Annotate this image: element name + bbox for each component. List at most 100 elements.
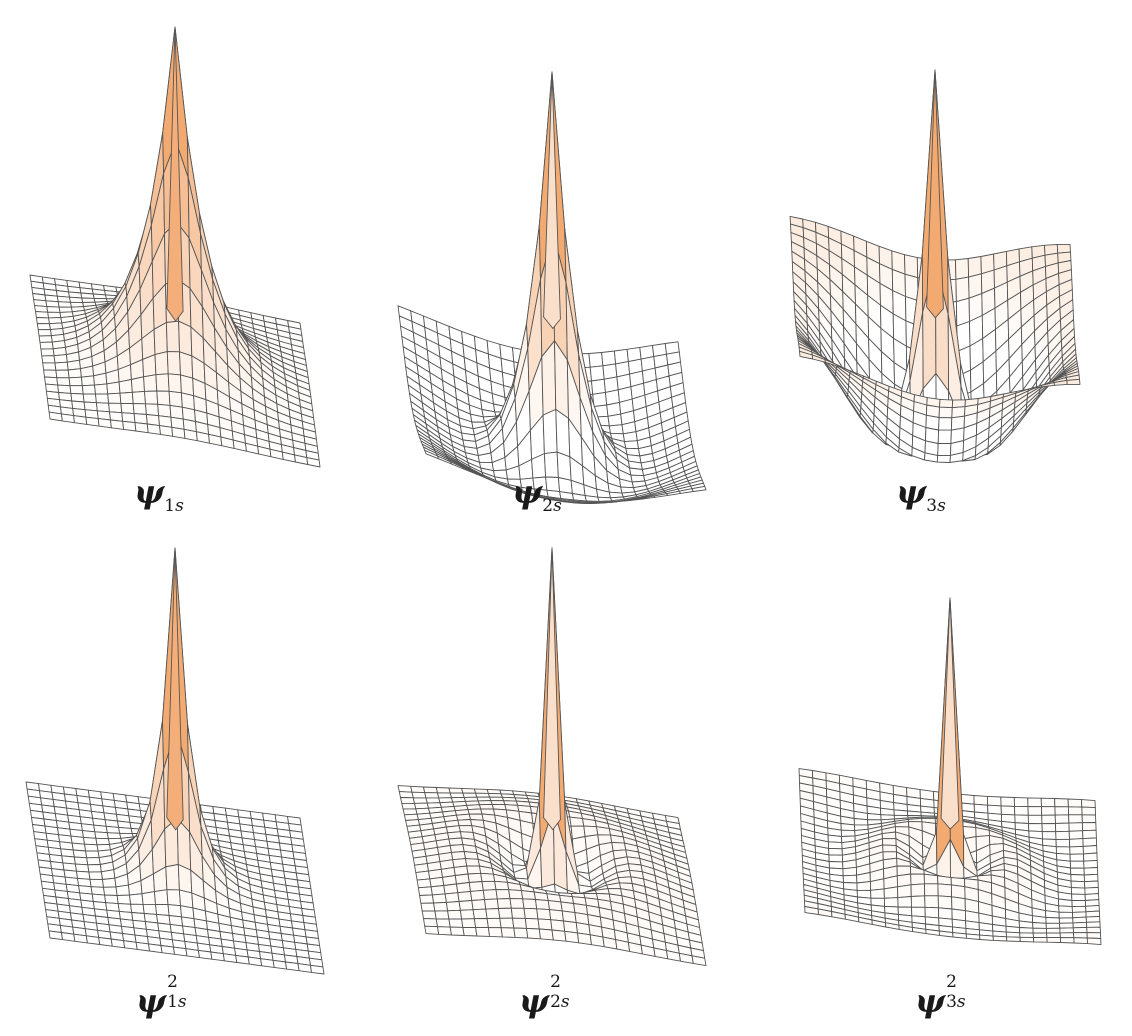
surface-cell — [495, 889, 511, 900]
surface-cell — [56, 377, 71, 387]
psi-symbol: ψ — [512, 473, 543, 511]
surface-cell — [1032, 922, 1047, 929]
surface-cell — [68, 376, 83, 387]
surface-cell — [1058, 911, 1074, 919]
surface-cell — [883, 897, 899, 908]
surface-cell — [1069, 845, 1084, 855]
surface-cell — [102, 877, 117, 888]
surface-cell — [487, 927, 503, 938]
surface-cell — [1059, 932, 1075, 939]
surface-cell — [550, 919, 566, 932]
surface-cell — [937, 895, 953, 910]
surface-cell — [448, 787, 464, 794]
surface-cell — [1019, 927, 1034, 934]
surface-cell — [222, 953, 238, 963]
surface-cell — [1082, 829, 1097, 840]
surface-cell — [80, 375, 95, 387]
surface-cell — [129, 893, 144, 905]
surface-cell — [536, 908, 552, 921]
surface-cell — [473, 788, 489, 794]
surface-cell — [260, 958, 275, 968]
surface-cell — [431, 893, 447, 904]
surface-cell — [115, 884, 130, 896]
surface-cell — [1073, 937, 1088, 945]
surface-cell — [1073, 932, 1088, 939]
surface-cell — [1046, 932, 1061, 939]
surface-cell — [1082, 837, 1098, 847]
subscript: 3s — [926, 496, 946, 516]
surface-cell — [471, 899, 487, 911]
surface-cell — [157, 403, 172, 418]
surface-cell — [458, 900, 474, 911]
surface-cell — [1058, 917, 1074, 924]
surface-cell — [462, 792, 478, 798]
surface-cell — [448, 918, 464, 928]
surface-cell — [924, 895, 939, 909]
surface-cell — [95, 837, 110, 846]
surface-cell — [48, 930, 63, 941]
surface-cell — [1081, 799, 1096, 809]
surface-cell — [82, 393, 97, 404]
surface-cell — [1019, 932, 1034, 938]
surface-cell — [1000, 796, 1015, 807]
surface-cell — [482, 889, 498, 901]
surface-cell — [457, 890, 473, 902]
surface-cell — [165, 864, 180, 891]
surface-cell — [36, 323, 51, 331]
surface-cell — [979, 934, 994, 941]
surface-cell — [1066, 378, 1081, 385]
surface-cell — [105, 825, 121, 834]
surface-cell — [178, 889, 194, 909]
surface-cell — [144, 390, 159, 405]
surface-cell — [145, 403, 160, 417]
surface-cell — [86, 857, 101, 866]
surface-cell — [542, 408, 558, 455]
surface-psi-2s-sq — [397, 547, 707, 967]
surface-cell — [951, 399, 966, 409]
surface-cell — [1059, 937, 1075, 944]
surface-cell — [521, 890, 536, 900]
surface-cell — [911, 906, 926, 918]
surface-cell — [424, 792, 440, 799]
surface-cell — [419, 894, 435, 904]
surface-cell — [910, 895, 926, 908]
surface-cell — [1082, 845, 1098, 855]
surface-psi-3s-sq — [798, 597, 1102, 946]
surface-cell — [1071, 893, 1086, 901]
surface-cell — [1045, 916, 1060, 924]
surface-cell — [1045, 910, 1060, 919]
surface-cell — [154, 351, 169, 376]
surface-cell — [992, 935, 1008, 942]
surface-cell — [461, 918, 477, 928]
surface-cell — [479, 803, 494, 810]
surface-cell — [53, 354, 68, 364]
surface-cell — [435, 787, 451, 794]
surface-cell — [165, 320, 180, 353]
surface-cell — [85, 935, 101, 945]
surface-cell — [691, 955, 707, 967]
surface-cell — [120, 402, 135, 415]
surface-cell — [73, 933, 88, 944]
surface-cell — [210, 951, 225, 962]
surface-psi-1s-sq — [25, 547, 325, 975]
surface-cell — [897, 884, 912, 899]
surface-cell — [1032, 927, 1048, 934]
surface-cell — [167, 373, 182, 394]
surface-cell — [60, 413, 75, 424]
surface-cell — [48, 411, 63, 422]
surface-cell — [73, 856, 89, 866]
surface-cell — [950, 415, 965, 431]
surface-cell — [45, 300, 60, 308]
label-psi-2s: ψ2s — [457, 473, 617, 515]
surface-cell — [118, 826, 133, 834]
surface-cell — [37, 329, 52, 337]
subscript: 2s — [542, 496, 562, 516]
surface-cell — [589, 365, 605, 382]
surface-cell — [180, 374, 195, 397]
surface-cell — [524, 917, 540, 930]
surface-cell — [247, 956, 263, 967]
surface-cell — [470, 889, 485, 901]
surface-cell — [607, 413, 623, 427]
surface-cell — [937, 442, 952, 456]
surface-cell — [608, 424, 624, 435]
